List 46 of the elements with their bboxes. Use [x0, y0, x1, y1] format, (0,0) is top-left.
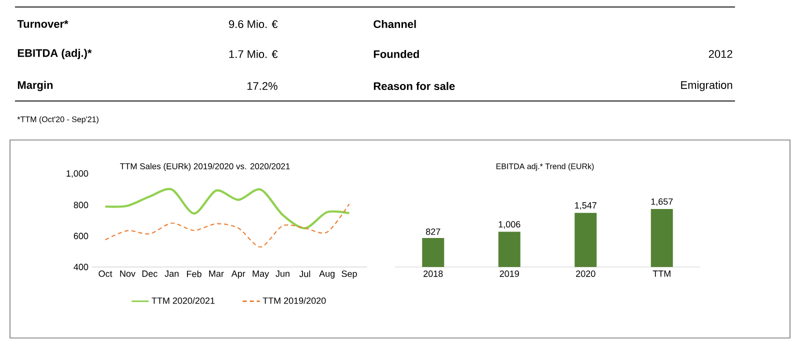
text: Margin — [18, 80, 53, 92]
x-tick-label: 2018 — [424, 270, 443, 277]
data-label: 827 — [426, 228, 440, 235]
x-tick-label: 2019 — [500, 270, 519, 277]
text: Turnover* — [17, 20, 68, 28]
x-tick-label: Jul — [299, 270, 310, 278]
x-tick-label: Jun — [276, 270, 290, 277]
text: Founded — [374, 50, 419, 58]
x-tick-label: Feb — [187, 270, 202, 278]
bar — [650, 208, 673, 267]
text: 9.6 Mio. € — [229, 20, 278, 28]
data-label: 1,547 — [575, 202, 596, 210]
y-tick-label: 600 — [74, 232, 88, 240]
text: Emigration — [681, 80, 732, 92]
y-tick-label: 1,000 — [66, 170, 88, 178]
data-label: 1,657 — [651, 198, 673, 206]
data-label: 1,006 — [498, 221, 520, 229]
text: 17.2% — [247, 82, 278, 90]
text: *TTM (Oct'20 - Sep'21) — [17, 116, 98, 124]
chart-title: EBITDA adj.* Trend (EURk) — [496, 163, 594, 171]
bar — [574, 212, 597, 267]
bar — [422, 238, 444, 267]
text: 1.7 Mio. € — [229, 50, 278, 58]
text: EBITDA (adj.)* — [18, 48, 92, 60]
x-tick-label: Dec — [142, 270, 158, 277]
x-tick-label: Sep — [342, 270, 357, 279]
text: Reason for sale — [374, 82, 455, 90]
chart-title: TTM Sales (EURk) 2019/2020 vs. 2020/2021 — [120, 163, 290, 171]
text: 2012 — [708, 50, 732, 58]
x-tick-label: Aug — [319, 270, 335, 279]
y-tick-label: 800 — [74, 202, 88, 208]
text: Channel — [374, 20, 416, 28]
x-tick-label: TTM — [652, 270, 670, 277]
legend-label: TTM 2020/2021 — [152, 297, 215, 304]
x-tick-label: Jan — [164, 270, 179, 277]
x-tick-label: Oct — [98, 270, 112, 277]
x-tick-label: Apr — [231, 270, 246, 279]
x-tick-label: May — [252, 270, 270, 279]
bar — [498, 232, 520, 267]
y-tick-label: 400 — [74, 264, 88, 270]
line-series — [104, 203, 350, 248]
x-tick-label: 2020 — [576, 270, 596, 277]
x-tick-label: Mar — [209, 270, 224, 277]
line-series — [104, 188, 350, 230]
x-tick-label: Nov — [120, 270, 136, 277]
legend-label: TTM 2019/2020 — [262, 297, 326, 304]
